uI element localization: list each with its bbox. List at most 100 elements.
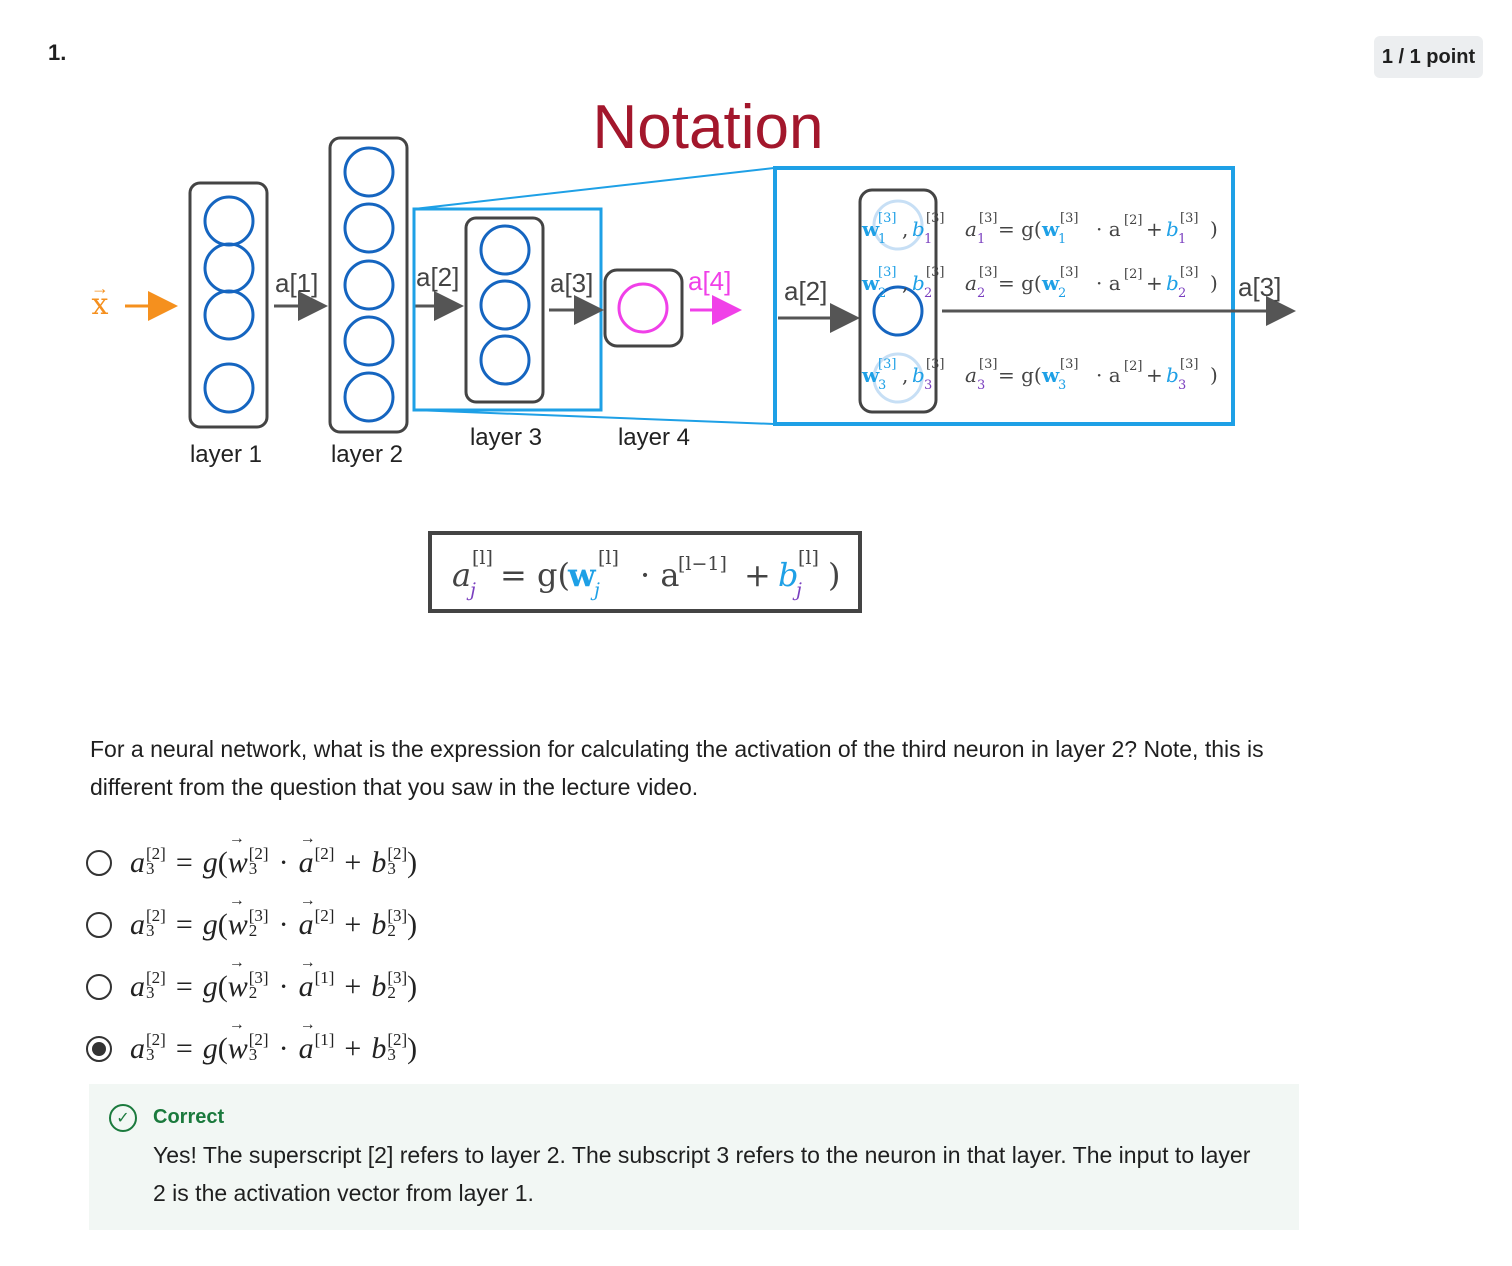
answer-option-4[interactable]: a[2]3 =g(w[2]3 ·a[1] +b[2]3) — [86, 1016, 417, 1080]
layer-label-1: layer 1 — [190, 441, 262, 468]
svg-text:): ) — [1210, 271, 1218, 295]
layer-3-box — [464, 216, 545, 404]
radio-button[interactable] — [86, 912, 112, 938]
svg-text:3: 3 — [977, 378, 985, 393]
option-expression: a[2]3 =g(w[2]3 ·a[1] +b[2]3) — [130, 1016, 417, 1066]
svg-text:+: + — [1146, 271, 1163, 295]
svg-text:= g(: = g( — [998, 363, 1042, 387]
option-expression: a[2]3 =g(w[3]2 ·a[2] +b[3]2) — [130, 892, 417, 942]
svg-text:1: 1 — [1178, 232, 1186, 247]
layer-4-neuron — [617, 282, 669, 334]
svg-text:,: , — [902, 363, 908, 387]
svg-text:b: b — [912, 217, 925, 241]
layer-label-3: layer 3 — [470, 424, 542, 451]
svg-text:[3]: [3] — [1060, 211, 1078, 226]
layer-2-box — [328, 136, 409, 434]
svg-text:[l]: [l] — [472, 547, 493, 569]
svg-text:[3]: [3] — [1060, 265, 1078, 280]
svg-text:[3]: [3] — [926, 211, 944, 226]
svg-text:b: b — [778, 556, 798, 594]
svg-text:[3]: [3] — [878, 211, 896, 226]
radio-button[interactable] — [86, 974, 112, 1000]
arrow-label-a2: a[2] — [416, 262, 459, 292]
input-x-vector-arrow: → — [91, 278, 109, 298]
option-expression: a[2]3 =g(w[3]2 ·a[1] +b[3]2) — [130, 954, 417, 1004]
neuron-2-equation: w2[3] , b 2[3] a 2[3] = g(w2[3] · a [2] + b 2[… — [861, 265, 1218, 301]
svg-text:1: 1 — [1058, 232, 1066, 247]
points-badge: 1 / 1 point — [1374, 36, 1483, 78]
svg-text:a: a — [965, 271, 977, 295]
arrow-label-a1: a[1] — [275, 268, 318, 298]
layer-1-neurons — [203, 195, 255, 414]
answer-option-3[interactable]: a[2]3 =g(w[3]2 ·a[1] +b[3]2) — [86, 954, 417, 1018]
zoom-layer-box — [858, 188, 938, 414]
svg-text:· a: · a — [1096, 363, 1121, 387]
svg-text:+: + — [1146, 217, 1163, 241]
svg-text:[l−1]: [l−1] — [678, 553, 727, 575]
svg-text:[3]: [3] — [1180, 211, 1198, 226]
svg-text:w: w — [861, 271, 880, 295]
svg-text:3: 3 — [1058, 378, 1066, 393]
svg-text:w: w — [567, 556, 597, 594]
layer-1-box — [188, 181, 269, 429]
svg-text:[l]: [l] — [798, 547, 819, 569]
arrow-label-a4: a[4] — [688, 266, 731, 296]
svg-text:[2]: [2] — [1124, 267, 1142, 282]
svg-text:b: b — [912, 271, 925, 295]
question-text: For a neural network, what is the expres… — [90, 736, 1264, 800]
feedback-panel: ✓ Correct Yes! The superscript [2] refer… — [89, 1084, 1299, 1230]
svg-text:): ) — [1210, 217, 1218, 241]
svg-text:2: 2 — [1058, 286, 1066, 301]
radio-button[interactable] — [86, 850, 112, 876]
radio-button-selected[interactable] — [86, 1036, 112, 1062]
svg-text:w: w — [861, 363, 880, 387]
svg-text:a: a — [452, 556, 471, 594]
input-x-label: x — [92, 287, 109, 322]
svg-text:[3]: [3] — [878, 357, 896, 372]
svg-text:b: b — [1166, 217, 1179, 241]
layer-2-neurons — [343, 146, 395, 423]
svg-text:2: 2 — [924, 286, 932, 301]
svg-text:b: b — [912, 363, 925, 387]
zoom-line-top — [413, 167, 775, 210]
answer-option-2[interactable]: a[2]3 =g(w[3]2 ·a[2] +b[3]2) — [86, 892, 417, 956]
svg-text:[3]: [3] — [1180, 265, 1198, 280]
svg-text:= g(: = g( — [998, 271, 1042, 295]
notation-diagram: Notation x → a[1] a[2] a[3] a[4] a[2] — [91, 93, 1296, 613]
zoom-box — [773, 166, 1235, 426]
svg-text:[2]: [2] — [1124, 359, 1142, 374]
question-number: 1. — [48, 40, 67, 65]
svg-text:b: b — [1166, 363, 1179, 387]
layer-label-2: layer 2 — [331, 441, 403, 468]
neuron-3-equation: w3[3] , b 3[3] a 3[3] = g(w3[3] · a [2] + b 3[… — [861, 357, 1218, 393]
svg-text:w: w — [1041, 271, 1060, 295]
layer-3-neurons — [479, 224, 531, 386]
svg-text:w: w — [1041, 217, 1060, 241]
svg-text:= g(: = g( — [998, 217, 1042, 241]
svg-text:,: , — [902, 217, 908, 241]
zoom-output-label: a[3] — [1238, 272, 1281, 302]
svg-text:a: a — [965, 363, 977, 387]
svg-text:[3]: [3] — [979, 357, 997, 372]
svg-text:[3]: [3] — [1060, 357, 1078, 372]
neuron-1-equation: w1[3] , b 1[3] a 1[3] = g(w1[3] · a [2] + b 1[… — [861, 211, 1218, 247]
arrow-label-a3: a[3] — [550, 268, 593, 298]
svg-text:· a: · a — [640, 556, 679, 594]
svg-text:· a: · a — [1096, 271, 1121, 295]
svg-text:): ) — [1210, 363, 1218, 387]
svg-text:[3]: [3] — [1180, 357, 1198, 372]
answer-option-1[interactable]: a[2]3 =g(w[2]3 ·a[2] +b[2]3) — [86, 830, 417, 894]
svg-text:2: 2 — [977, 286, 985, 301]
general-formula-box — [428, 531, 862, 613]
svg-text:j: j — [590, 579, 600, 601]
svg-text:+: + — [1146, 363, 1163, 387]
svg-text:j: j — [466, 579, 476, 601]
check-circle-icon: ✓ — [109, 1104, 137, 1132]
svg-text:[l]: [l] — [598, 547, 619, 569]
svg-text:): ) — [828, 556, 840, 594]
svg-text:2: 2 — [878, 286, 886, 301]
feedback-status: Correct — [153, 1106, 225, 1128]
svg-text:w: w — [1041, 363, 1060, 387]
svg-text:+: + — [744, 556, 771, 594]
zoom-line-bottom — [413, 409, 775, 425]
